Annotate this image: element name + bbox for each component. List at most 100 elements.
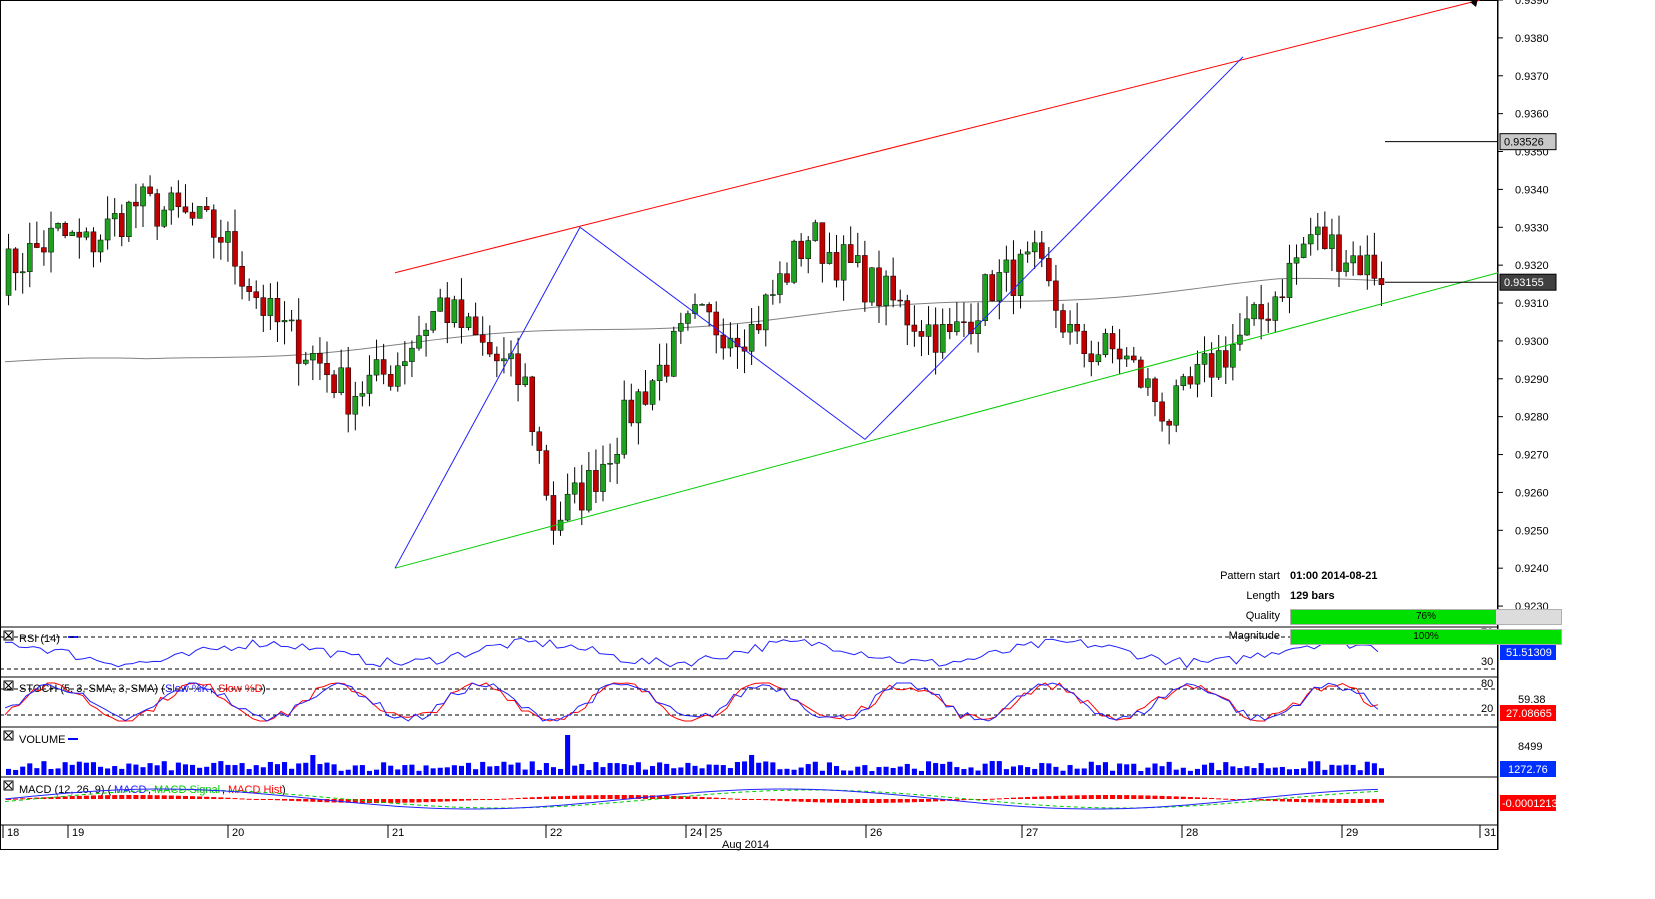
candle-bear <box>189 211 196 219</box>
volume-bar <box>204 766 210 775</box>
macd-hist-bar <box>430 799 436 802</box>
volume-bar <box>756 762 762 775</box>
macd-hist-bar <box>55 796 61 799</box>
ma-price-box <box>1499 273 1557 291</box>
candle-bull <box>1017 253 1024 296</box>
volume-bar <box>331 764 337 775</box>
volume-bar <box>671 768 677 775</box>
candle-bull <box>1244 318 1250 336</box>
candle-bull <box>1201 353 1208 365</box>
macd-hist-bar <box>1003 798 1009 800</box>
candle-bull <box>1272 296 1279 321</box>
macd-hist-bar <box>1308 799 1314 803</box>
price-tick-label: 0.9270 <box>1515 450 1549 462</box>
volume-bar <box>473 769 479 775</box>
volume-bar <box>466 762 472 775</box>
volume-bar <box>727 768 733 775</box>
volume-value-box <box>1500 761 1556 777</box>
volume-bar <box>593 762 599 775</box>
volume-bar <box>1371 763 1377 775</box>
candle-bull <box>805 240 812 259</box>
volume-bar <box>713 764 719 775</box>
volume-bar <box>572 765 578 775</box>
candle-bear <box>118 213 125 237</box>
volume-bar <box>83 762 89 775</box>
stoch-panel-close-icon-x2 <box>4 681 13 690</box>
candle-bull <box>869 267 875 303</box>
macd-hist-bar <box>904 799 910 803</box>
magnitude-bar: 100% <box>1290 629 1562 645</box>
volume-bar <box>1279 766 1285 775</box>
candle-bull <box>352 396 359 415</box>
candle-bull <box>366 374 373 394</box>
chart-frame <box>0 0 1498 850</box>
volume-bar <box>1209 762 1215 775</box>
macd-hist-bar <box>720 798 726 800</box>
volume-bar <box>897 766 903 775</box>
volume-bar <box>1117 763 1123 775</box>
candle-bear <box>578 482 585 511</box>
macd-hist-bar <box>791 799 797 802</box>
volume-bar <box>798 767 804 775</box>
candle-bear <box>1222 350 1229 368</box>
candle-bear <box>628 399 635 424</box>
candle-bull <box>225 231 231 243</box>
candle-bull <box>402 361 408 367</box>
candle-bear <box>543 450 550 496</box>
volume-bar <box>388 765 394 775</box>
volume-bar <box>706 764 712 775</box>
candle-bull <box>571 482 578 495</box>
volume-bar <box>550 767 556 775</box>
macd-hist-bar <box>1124 795 1130 799</box>
macd-hist-bar <box>536 796 542 799</box>
macd-hist-bar <box>1378 799 1384 803</box>
candle-bear <box>819 222 826 264</box>
volume-bar <box>374 769 380 775</box>
macd-hist-bar <box>855 799 861 803</box>
macd-hist-bar <box>451 799 457 802</box>
macd-hist-bar <box>657 795 663 799</box>
candle-bear <box>713 311 720 336</box>
macd-hist-bar <box>805 799 811 802</box>
candle-bull <box>97 239 104 253</box>
macd-hist-bar <box>713 797 719 799</box>
macd-hist-bar <box>274 799 280 801</box>
macd-hist-bar <box>1230 799 1236 800</box>
volume-bar <box>1032 768 1038 775</box>
last-price-label: 0.93526 <box>1504 137 1544 149</box>
macd-hist-bar <box>41 797 47 799</box>
volume-bar <box>1202 764 1208 775</box>
volume-bar <box>494 766 500 775</box>
rsi-value-label: 51.51309 <box>1506 647 1552 659</box>
volume-bar <box>211 762 217 775</box>
macd-value-box <box>1500 795 1556 811</box>
macd-hist-bar <box>253 799 259 800</box>
stoch-value-label: 27.08665 <box>1506 708 1552 720</box>
candle-bull <box>1286 262 1293 298</box>
last-price-box <box>1499 133 1557 151</box>
macd-hist-bar <box>352 799 358 803</box>
macd-hist-bar <box>989 798 995 800</box>
candle-bull <box>770 294 776 296</box>
macd-hist-bar <box>1223 798 1229 800</box>
candle-bull <box>1300 243 1307 258</box>
volume-bar <box>409 764 415 775</box>
candle-bull <box>939 323 946 353</box>
candle-bear <box>593 470 599 492</box>
volume-bar <box>133 764 139 775</box>
volume-bar <box>628 765 634 775</box>
volume-bar <box>1110 770 1116 775</box>
candle-bull <box>104 218 111 241</box>
candle-bear <box>232 231 238 267</box>
volume-bar <box>197 767 203 775</box>
price-tick-label: 0.9370 <box>1515 71 1549 83</box>
volume-bar <box>55 768 61 775</box>
macd-hist-bar <box>282 799 288 801</box>
candle-bear <box>331 374 337 393</box>
volume-bar <box>1003 769 1009 775</box>
volume-bar <box>784 768 790 775</box>
candle-bull <box>1307 234 1314 245</box>
macd-hist-bar <box>1088 795 1094 799</box>
macd-hist-bar <box>819 799 825 803</box>
macd-signal-line <box>4 789 1378 809</box>
